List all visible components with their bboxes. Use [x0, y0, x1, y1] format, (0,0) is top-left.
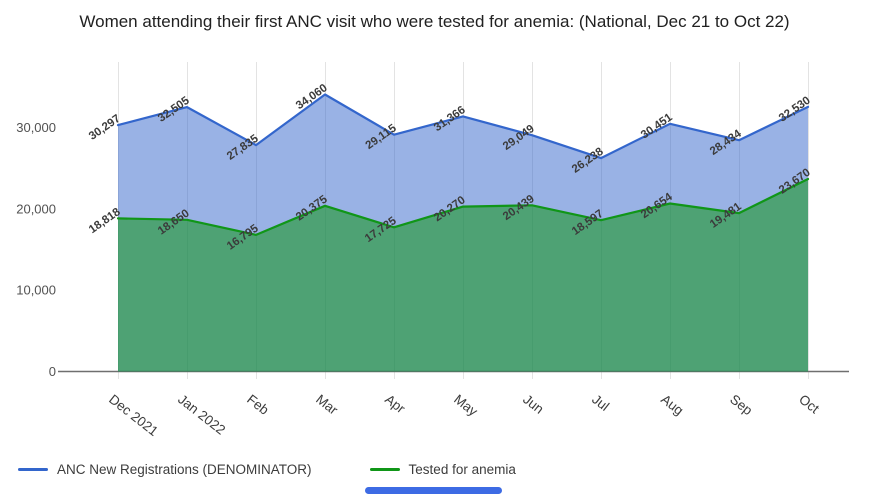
data-label: 30,297	[87, 113, 123, 143]
y-axis-tick-label: 10,000	[16, 283, 56, 298]
chart-title: Women attending their first ANC visit wh…	[79, 12, 790, 31]
line-series-0	[116, 93, 810, 160]
area-series-1	[118, 179, 808, 372]
x-axis-tick-label: May	[451, 392, 481, 420]
x-axis-tick-label: Sep	[727, 392, 755, 419]
x-axis-tick-label: Oct	[796, 392, 822, 417]
legend-label-tested-anemia: Tested for anemia	[408, 462, 516, 477]
legend-label-anc-registrations: ANC New Registrations (DENOMINATOR)	[57, 462, 312, 477]
legend-swatch-green-line	[369, 468, 400, 471]
y-axis-tick-label: 0	[49, 364, 56, 379]
x-axis-tick-label: Jun	[520, 392, 546, 417]
x-axis-tick-label: Aug	[658, 392, 686, 419]
legend: ANC New Registrations (DENOMINATOR) Test…	[18, 462, 516, 477]
legend-swatch-blue-line	[18, 468, 48, 471]
legend-item-tested-anemia[interactable]: Tested for anemia	[369, 462, 516, 477]
line-series-1	[116, 177, 810, 236]
data-label: 18,818	[87, 206, 123, 236]
x-axis-tick-label: Feb	[244, 392, 272, 418]
y-axis-tick-label: 30,000	[16, 120, 56, 135]
horizontal-scrollbar-thumb[interactable]	[365, 487, 502, 494]
legend-item-anc-registrations[interactable]: ANC New Registrations (DENOMINATOR)	[18, 462, 312, 477]
x-axis-tick-label: Mar	[313, 392, 341, 418]
x-axis-tick-label: Apr	[382, 392, 408, 417]
y-axis-tick-label: 20,000	[16, 201, 56, 216]
x-axis-tick-label: Jan 2022	[175, 392, 228, 438]
x-axis-tick-label: Dec 2021	[106, 392, 161, 439]
x-axis-tick-label: Jul	[589, 392, 612, 414]
